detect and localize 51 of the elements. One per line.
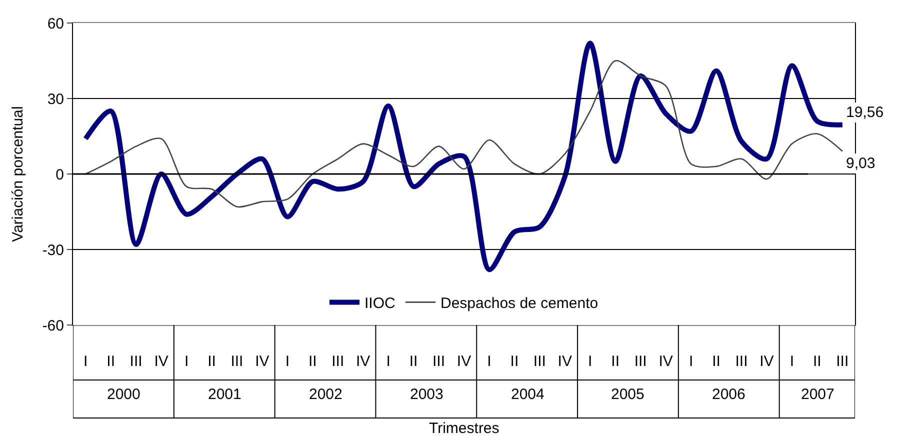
text: 2005 xyxy=(611,386,644,403)
x-tick-label: I xyxy=(588,353,592,370)
x-tick-label: I xyxy=(184,353,189,370)
text: 2003 xyxy=(410,386,444,403)
x-tick-label: I xyxy=(285,353,290,370)
x-tick-label: I xyxy=(487,353,492,370)
x-tick-label: III xyxy=(735,353,748,370)
y-tick-label: -60 xyxy=(42,317,64,334)
x-tick-label: IV xyxy=(760,353,774,370)
x-tick-label: IV xyxy=(255,353,270,370)
text: 2000 xyxy=(107,386,140,403)
text: 2004 xyxy=(511,386,544,403)
x-axis-title: Trimestres xyxy=(429,420,500,437)
x-tick-label: II xyxy=(510,353,519,370)
data-label: 19,56 xyxy=(846,104,884,121)
x-tick-label: IV xyxy=(558,353,572,370)
y-tick-label: 60 xyxy=(47,15,64,32)
x-tick-label: I xyxy=(790,353,794,370)
x-tick-label: II xyxy=(712,353,720,370)
legend-label: Despachos de cemento xyxy=(440,295,598,312)
x-tick-label: II xyxy=(611,353,620,370)
x-tick-label: I xyxy=(386,353,390,370)
x-tick-label: III xyxy=(230,353,244,370)
line-series xyxy=(84,60,844,208)
x-tick-label: III xyxy=(332,353,344,370)
x-tick-label: IV xyxy=(154,353,168,370)
x-tick-label: III xyxy=(634,353,647,370)
x-tick-label: IV xyxy=(356,353,370,370)
text: 2007 xyxy=(801,386,834,403)
data-label: 9,03 xyxy=(846,155,876,172)
y-axis-title: Variación porcentual xyxy=(10,106,27,242)
text: 2002 xyxy=(309,386,342,403)
x-tick-label: I xyxy=(84,353,88,370)
x-tick-label: IV xyxy=(456,353,472,370)
y-tick-label: 0 xyxy=(56,166,64,184)
x-tick-label: II xyxy=(409,353,418,370)
x-tick-label: II xyxy=(308,353,317,370)
x-tick-label: III xyxy=(130,353,142,370)
x-tick-label: III xyxy=(533,353,546,370)
x-tick-label: II xyxy=(106,353,116,370)
x-tick-label: IV xyxy=(658,353,673,370)
x-tick-label: III xyxy=(836,353,849,370)
x-tick-label: II xyxy=(208,353,216,370)
text: 2006 xyxy=(712,386,746,403)
x-tick-label: II xyxy=(812,353,822,370)
text: 2001 xyxy=(208,386,242,403)
y-tick-label: -30 xyxy=(42,242,64,259)
y-tick-label: 30 xyxy=(47,90,64,108)
x-tick-label: I xyxy=(688,353,694,370)
x-tick-label: III xyxy=(432,353,446,370)
legend-label: IIOC xyxy=(364,295,396,312)
